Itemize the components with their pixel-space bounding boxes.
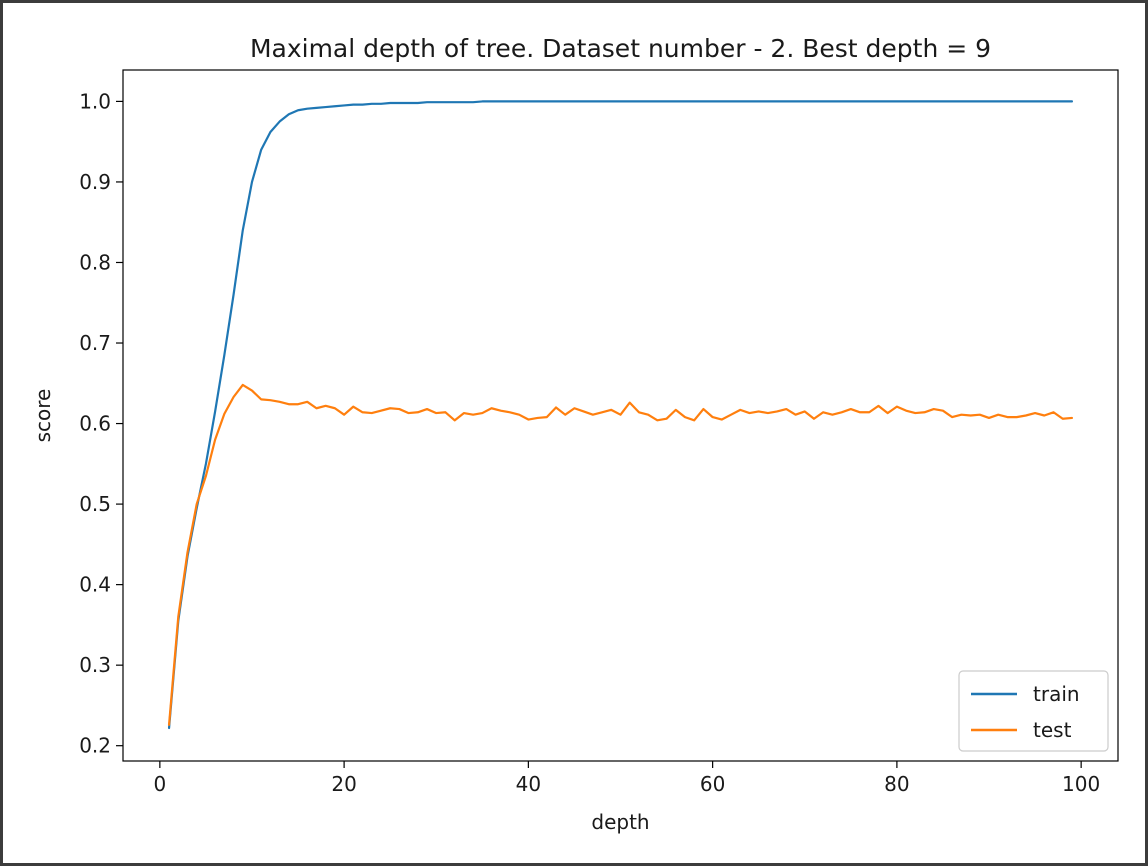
y-tick-label: 0.2 bbox=[79, 734, 111, 758]
y-tick-label: 1.0 bbox=[79, 89, 111, 113]
y-tick-label: 0.7 bbox=[79, 331, 111, 355]
series-line-train bbox=[167, 100, 1074, 730]
series-line-test bbox=[167, 383, 1074, 726]
y-axis: 0.2 0.3 0.4 0.5 0.6 0.7 0.8 0.9 1.0 bbox=[79, 89, 123, 758]
x-axis-label: depth bbox=[591, 810, 649, 834]
x-tick-label: 0 bbox=[153, 772, 166, 796]
y-tick-label: 0.4 bbox=[79, 573, 111, 597]
series-layer bbox=[167, 100, 1074, 730]
legend: train test bbox=[958, 670, 1109, 752]
x-tick-label: 100 bbox=[1062, 772, 1100, 796]
y-tick-label: 0.3 bbox=[79, 653, 111, 677]
x-tick-label: 40 bbox=[516, 772, 541, 796]
x-tick-label: 80 bbox=[884, 772, 909, 796]
y-tick-label: 0.5 bbox=[79, 492, 111, 516]
x-axis: 0 20 40 60 80 100 bbox=[153, 761, 1100, 796]
y-axis-label: score bbox=[31, 389, 55, 443]
chart-title: Maximal depth of tree. Dataset number - … bbox=[250, 34, 991, 63]
line-chart: Maximal depth of tree. Dataset number - … bbox=[31, 34, 1119, 834]
plot-area bbox=[122, 69, 1119, 762]
x-tick-label: 20 bbox=[331, 772, 356, 796]
y-tick-label: 0.9 bbox=[79, 170, 111, 194]
legend-label-train: train bbox=[1033, 682, 1080, 706]
axes-frame bbox=[122, 69, 1119, 762]
y-tick-label: 0.8 bbox=[79, 250, 111, 274]
y-tick-label: 0.6 bbox=[79, 412, 111, 436]
legend-label-test: test bbox=[1033, 718, 1072, 742]
x-tick-label: 60 bbox=[700, 772, 725, 796]
